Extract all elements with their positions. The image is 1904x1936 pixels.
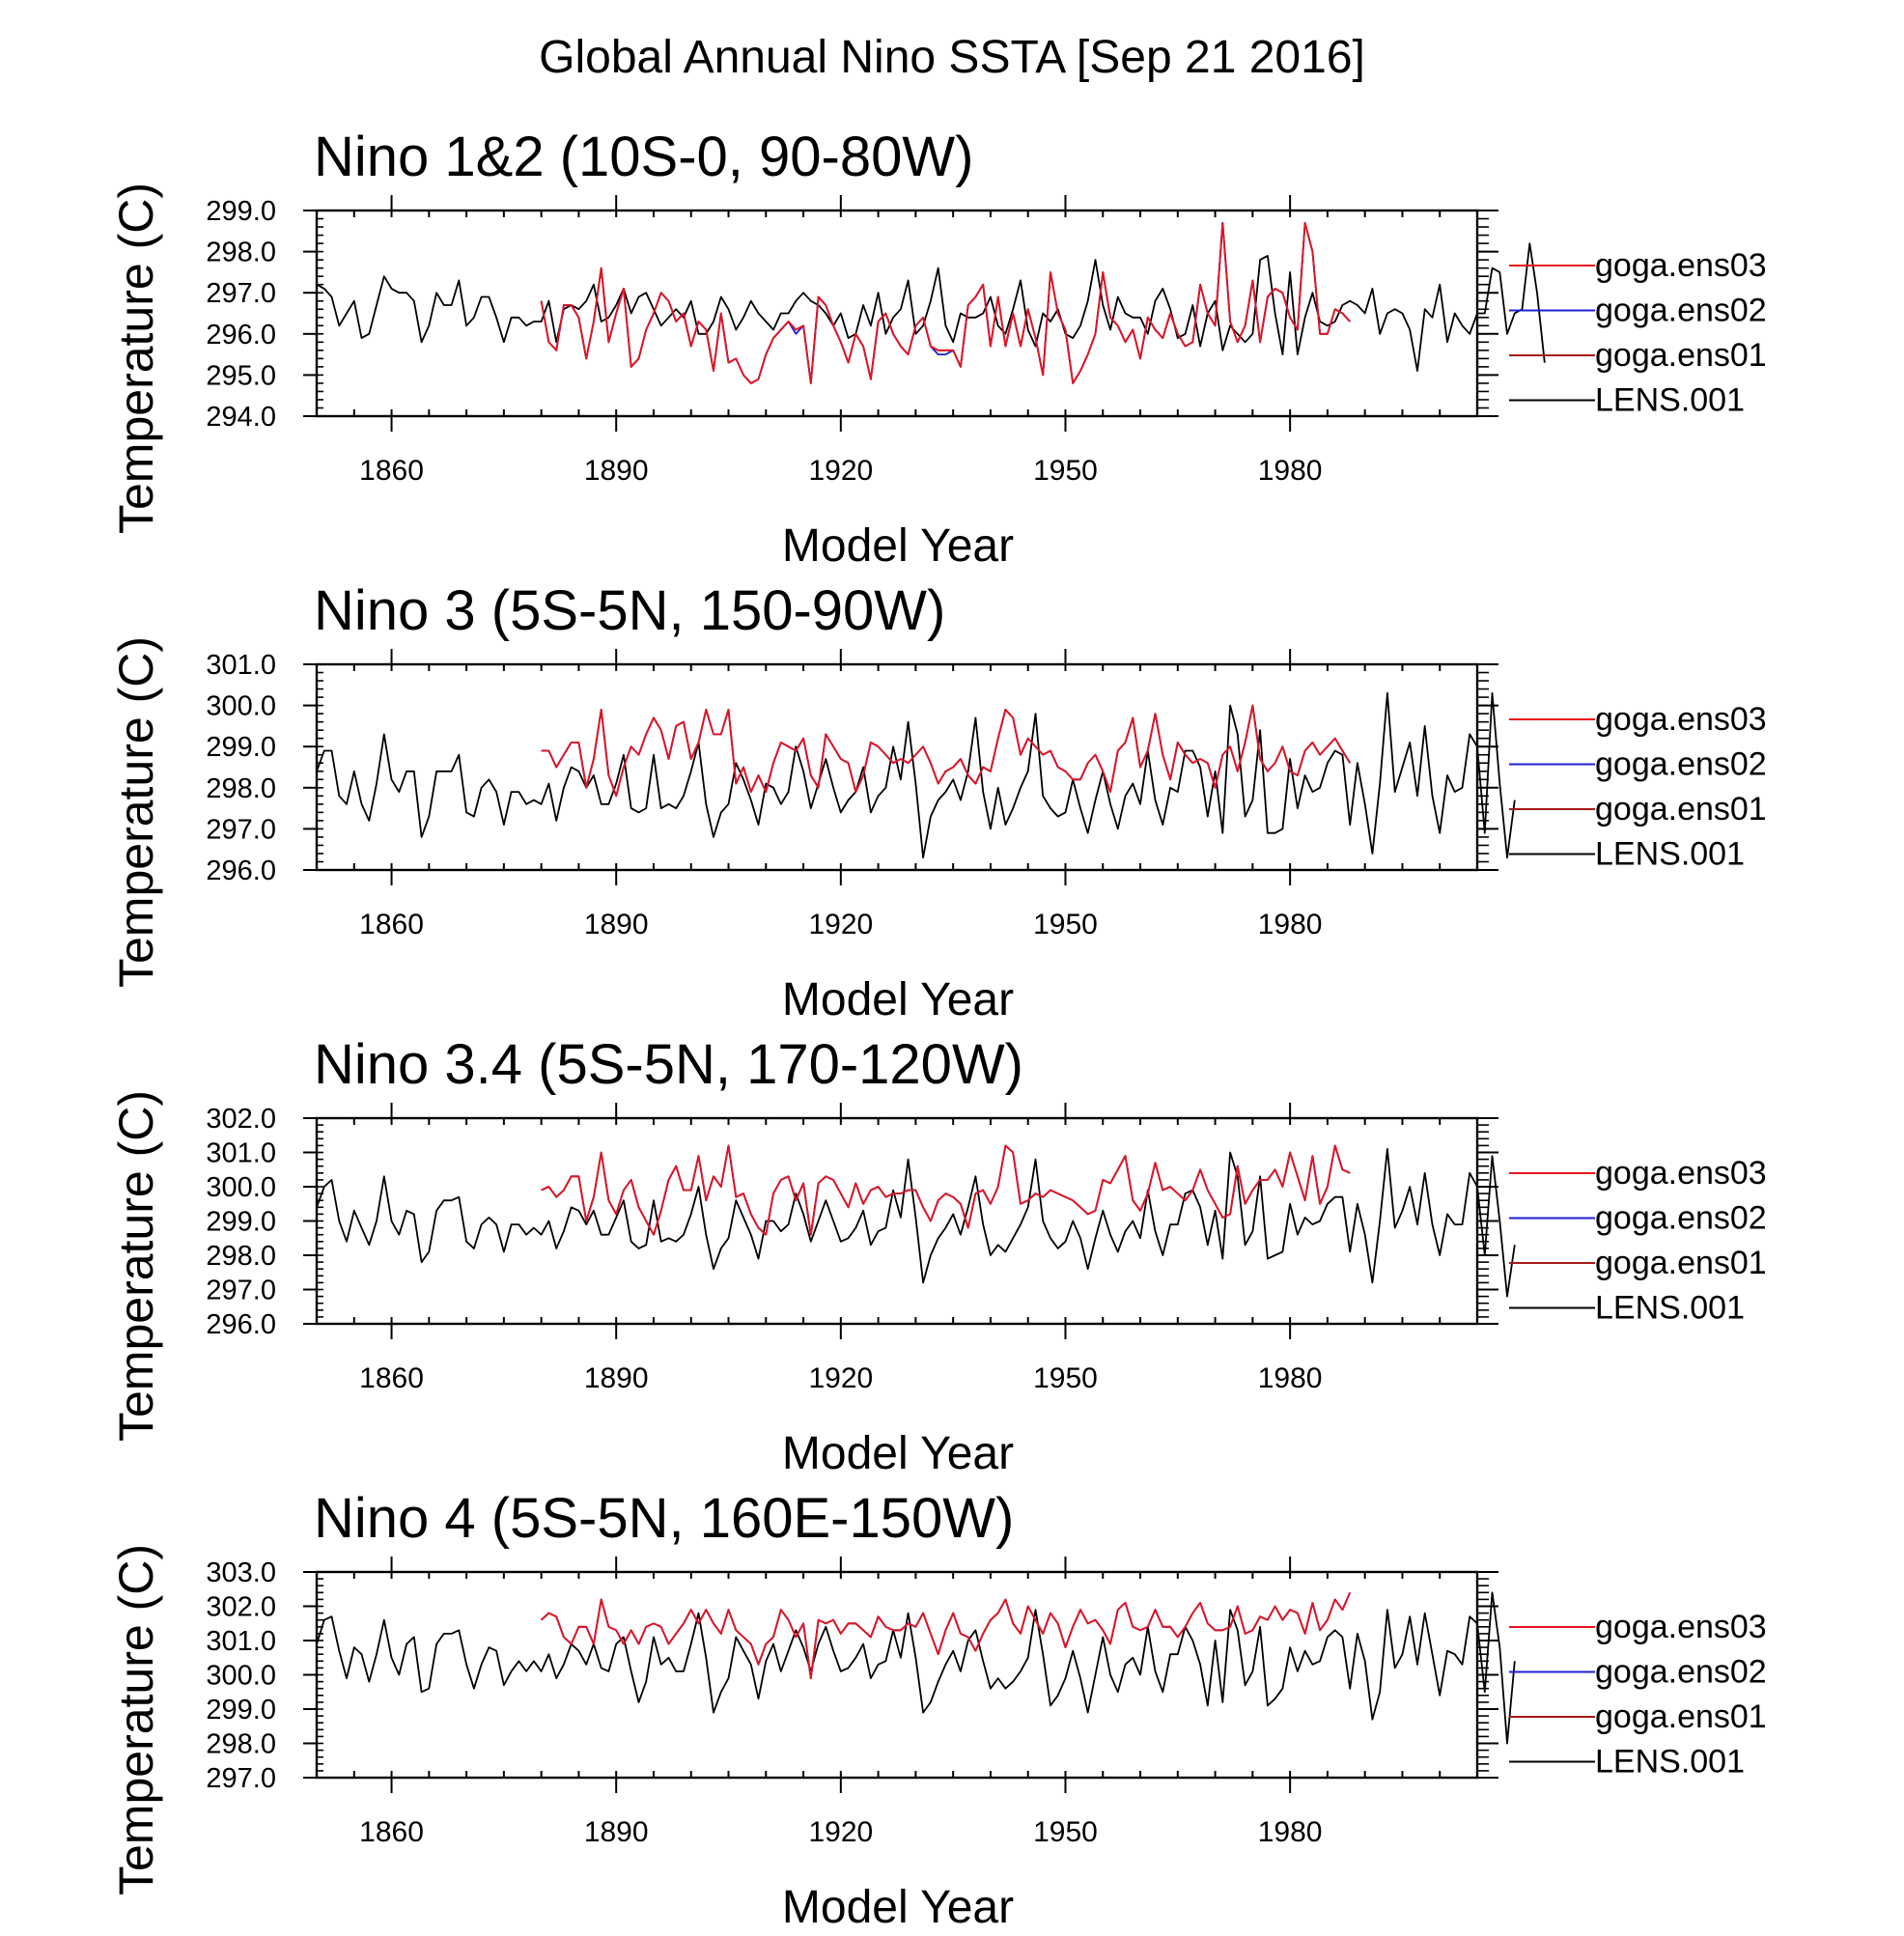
legend-label: LENS.001 <box>1595 382 1745 419</box>
y-tick-label: 297.0 <box>206 1276 276 1306</box>
y-tick-label: 295.0 <box>206 360 276 391</box>
legend-label: goga.ens02 <box>1595 293 1767 329</box>
y-tick-label: 296.0 <box>206 856 276 886</box>
x-axis-label: Model Year <box>782 520 1014 572</box>
legend-label: goga.ens01 <box>1595 1698 1767 1735</box>
x-axis-label: Model Year <box>782 974 1014 1025</box>
y-axis-label: Temperature (C) <box>109 1544 163 1895</box>
y-tick-label: 297.0 <box>206 814 276 845</box>
y-tick-label: 296.0 <box>206 1309 276 1340</box>
y-tick-label: 302.0 <box>206 1592 276 1623</box>
legend-label: goga.ens03 <box>1595 701 1767 738</box>
chart-panel-1: Nino 1&2 (10S-0, 90-80W) Temperature (C) M… <box>109 126 1767 572</box>
plot-frame <box>315 1570 1479 1780</box>
y-tick-label: 301.0 <box>206 1138 276 1169</box>
y-axis-label: Temperature (C) <box>109 182 163 534</box>
legend-label: goga.ens01 <box>1595 337 1767 374</box>
x-tick-label: 1980 <box>1258 1362 1323 1394</box>
legend-label: goga.ens03 <box>1595 1155 1767 1192</box>
legend-label: goga.ens01 <box>1595 791 1767 828</box>
plot-frame <box>315 662 1479 872</box>
chart-panel-3: Nino 3.4 (5S-5N, 170-120W) Temperature (C… <box>109 1033 1767 1479</box>
x-tick-label: 1860 <box>359 455 424 487</box>
series-line-LENS-001 <box>316 1148 1516 1298</box>
panel-title: Nino 3 (5S-5N, 150-90W) <box>314 579 945 642</box>
panel-title: Nino 1&2 (10S-0, 90-80W) <box>314 126 973 188</box>
series-line-LENS-001 <box>316 1591 1516 1745</box>
x-tick-label: 1950 <box>1033 1362 1098 1394</box>
panel-title: Nino 4 (5S-5N, 160E-150W) <box>314 1487 1014 1550</box>
y-tick-label: 297.0 <box>206 278 276 309</box>
series-line-goga-ens03 <box>541 1144 1351 1236</box>
y-tick-label: 301.0 <box>206 650 276 681</box>
series-line-goga-ens03 <box>540 221 1351 384</box>
series-line-goga-ens03 <box>541 704 1351 798</box>
x-axis-label: Model Year <box>782 1428 1014 1479</box>
x-tick-label: 1950 <box>1033 1816 1098 1848</box>
series-line-LENS-001 <box>316 242 1546 373</box>
y-tick-label: 298.0 <box>206 238 276 268</box>
y-tick-label: 296.0 <box>206 320 276 351</box>
y-tick-label: 294.0 <box>206 402 276 433</box>
figure-title: Global Annual Nino SSTA [Sep 21 2016] <box>539 32 1365 83</box>
y-tick-label: 297.0 <box>206 1763 276 1794</box>
x-tick-label: 1950 <box>1033 909 1098 940</box>
y-tick-label: 299.0 <box>206 732 276 763</box>
x-tick-label: 1920 <box>808 1362 873 1394</box>
y-tick-label: 298.0 <box>206 1729 276 1760</box>
legend-label: goga.ens01 <box>1595 1245 1767 1281</box>
y-tick-label: 302.0 <box>206 1104 276 1135</box>
x-tick-label: 1980 <box>1258 455 1323 487</box>
x-tick-label: 1890 <box>584 909 649 940</box>
legend-label: goga.ens03 <box>1595 247 1767 284</box>
y-tick-label: 303.0 <box>206 1557 276 1588</box>
x-tick-label: 1950 <box>1033 455 1098 487</box>
y-axis-label: Temperature (C) <box>109 1090 163 1442</box>
chart-panel-2: Nino 3 (5S-5N, 150-90W) Temperature (C) Mo… <box>109 579 1767 1025</box>
legend-label: LENS.001 <box>1595 1744 1745 1781</box>
series-line-goga-ens01 <box>541 1144 1351 1236</box>
x-tick-label: 1890 <box>584 1362 649 1394</box>
x-tick-label: 1920 <box>808 1816 873 1848</box>
legend-label: goga.ens02 <box>1595 746 1767 783</box>
y-tick-label: 300.0 <box>206 1661 276 1692</box>
series-line-goga-ens02 <box>541 1144 1351 1236</box>
x-tick-label: 1860 <box>359 909 424 940</box>
y-tick-label: 299.0 <box>206 1207 276 1238</box>
legend-label: goga.ens02 <box>1595 1200 1767 1237</box>
legend-label: LENS.001 <box>1595 836 1745 873</box>
y-tick-label: 300.0 <box>206 691 276 722</box>
y-tick-label: 299.0 <box>206 1695 276 1726</box>
x-tick-label: 1860 <box>359 1362 424 1394</box>
x-tick-label: 1980 <box>1258 1816 1323 1848</box>
x-tick-label: 1860 <box>359 1816 424 1848</box>
panel-title: Nino 3.4 (5S-5N, 170-120W) <box>314 1033 1023 1096</box>
x-axis-label: Model Year <box>782 1882 1014 1931</box>
y-axis-label: Temperature (C) <box>109 636 163 988</box>
x-tick-label: 1890 <box>584 1816 649 1848</box>
x-tick-label: 1980 <box>1258 909 1323 940</box>
y-tick-label: 301.0 <box>206 1626 276 1657</box>
series-line-LENS-001 <box>316 691 1516 859</box>
plot-frame <box>315 209 1479 418</box>
x-tick-label: 1920 <box>808 455 873 487</box>
plot-frame <box>315 1116 1479 1326</box>
legend-label: LENS.001 <box>1595 1290 1745 1327</box>
legend-label: goga.ens03 <box>1595 1609 1767 1645</box>
y-tick-label: 300.0 <box>206 1172 276 1203</box>
chart-panel-4: Nino 4 (5S-5N, 160E-150W) Temperature (C)… <box>109 1487 1767 1933</box>
y-tick-label: 299.0 <box>206 196 276 227</box>
y-tick-label: 298.0 <box>206 773 276 804</box>
y-tick-label: 298.0 <box>206 1241 276 1272</box>
legend-label: goga.ens02 <box>1595 1654 1767 1691</box>
x-tick-label: 1890 <box>584 455 649 487</box>
x-tick-label: 1920 <box>808 909 873 940</box>
series-line-goga-ens03 <box>540 1591 1352 1679</box>
